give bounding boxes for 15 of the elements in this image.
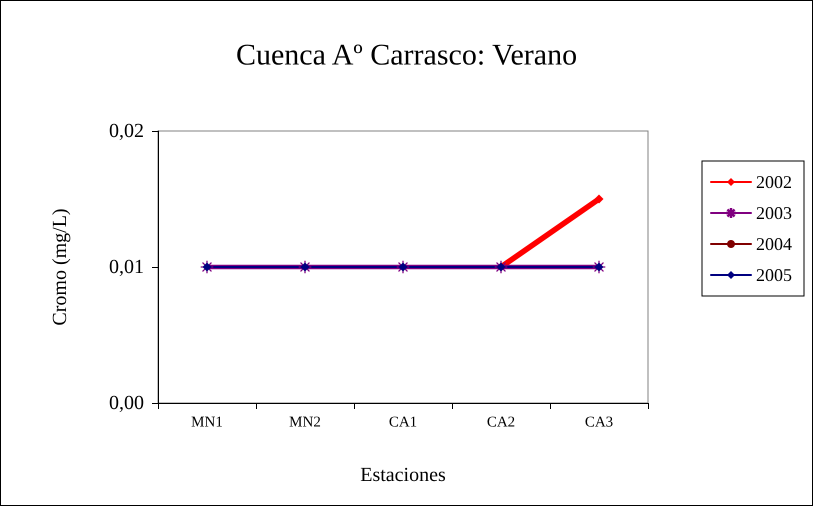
y-tick-label: 0,01 [109, 256, 144, 278]
x-axis-title: Estaciones [360, 464, 446, 486]
y-axis-title: Cromo (mg/L) [49, 208, 71, 326]
legend-label: 2002 [756, 172, 792, 192]
y-tick-label: 0,00 [109, 392, 144, 414]
legend-label: 2005 [756, 265, 792, 285]
chart-title: Cuenca Aº Carrasco: Verano [236, 38, 578, 72]
x-tick-label: CA2 [486, 414, 516, 430]
x-tick-label: CA1 [388, 414, 418, 430]
legend-label: 2003 [756, 203, 792, 223]
legend-label: 2004 [756, 234, 792, 254]
x-tick-label: MN1 [191, 414, 223, 430]
y-tick-label: 0,02 [109, 120, 144, 142]
x-tick-label: MN2 [289, 414, 321, 430]
x-tick-label: CA3 [584, 414, 614, 430]
